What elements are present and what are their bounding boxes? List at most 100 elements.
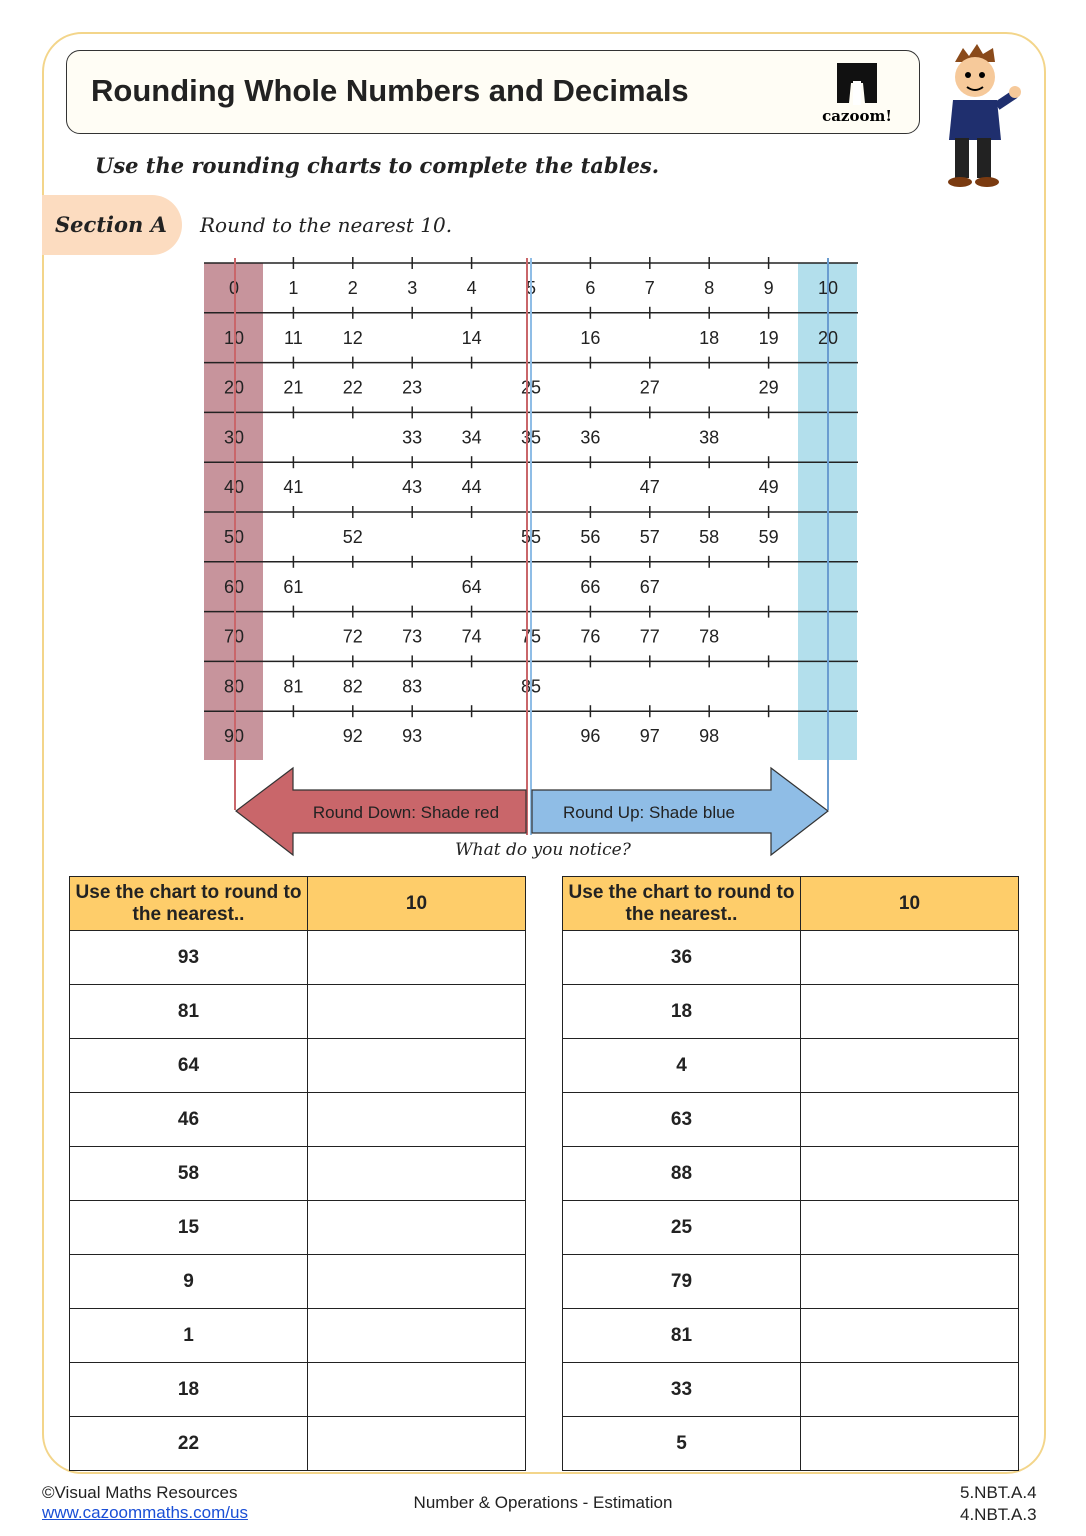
table-row: 18 (562, 984, 1019, 1039)
answer-cell[interactable] (307, 1416, 526, 1471)
answer-cell[interactable] (307, 1308, 526, 1363)
chart-number: 33 (402, 427, 422, 447)
chart-number: 36 (580, 427, 600, 447)
chart-number: 6 (585, 278, 595, 298)
standard-1: 5.NBT.A.4 (960, 1483, 1037, 1502)
number-cell: 79 (562, 1254, 801, 1309)
number-cell: 25 (562, 1200, 801, 1255)
number-cell: 1 (69, 1308, 308, 1363)
page-border (42, 32, 1046, 1474)
chart-number: 64 (462, 577, 482, 597)
table-row: 46 (69, 1092, 526, 1147)
chart-number: 78 (699, 627, 719, 647)
chart-number: 2 (348, 278, 358, 298)
table-row: 64 (69, 1038, 526, 1093)
page-title: Rounding Whole Numbers and Decimals (91, 73, 689, 108)
chart-number: 47 (640, 477, 660, 497)
chart-number: 76 (580, 627, 600, 647)
table-row: 79 (562, 1254, 1019, 1309)
answer-cell[interactable] (307, 984, 526, 1039)
header-label: Use the chart to round to the nearest.. (562, 876, 801, 931)
chart-number: 67 (640, 577, 660, 597)
chart-number: 12 (343, 328, 363, 348)
table-row: 58 (69, 1146, 526, 1201)
topic: Number & Operations - Estimation (413, 1493, 673, 1512)
chart-number: 82 (343, 676, 363, 696)
table-row: 63 (562, 1092, 1019, 1147)
chart-number: 27 (640, 378, 660, 398)
chart-number: 56 (580, 527, 600, 547)
chart-number: 14 (462, 328, 482, 348)
table-row: 22 (69, 1416, 526, 1471)
answer-cell[interactable] (800, 1308, 1019, 1363)
answer-cell[interactable] (307, 1038, 526, 1093)
website-link[interactable]: www.cazoommaths.com/us (42, 1503, 248, 1522)
notice-prompt: What do you notice? (455, 840, 631, 860)
table-row: 93 (69, 930, 526, 985)
answer-cell[interactable] (307, 930, 526, 985)
right-rounding-table: Use the chart to round to the nearest.. 1… (562, 876, 1019, 1471)
answer-cell[interactable] (800, 1362, 1019, 1417)
chart-number: 92 (343, 726, 363, 746)
number-cell: 46 (69, 1092, 308, 1147)
number-cell: 36 (562, 930, 801, 985)
chart-number: 58 (699, 527, 719, 547)
answer-cell[interactable] (307, 1254, 526, 1309)
answer-cell[interactable] (307, 1200, 526, 1255)
answer-cell[interactable] (800, 1200, 1019, 1255)
chart-number: 41 (283, 477, 303, 497)
number-cell: 64 (69, 1038, 308, 1093)
chart-number: 3 (407, 278, 417, 298)
header-value: 10 (800, 876, 1019, 931)
answer-cell[interactable] (307, 1362, 526, 1417)
answer-cell[interactable] (800, 1254, 1019, 1309)
chart-number: 19 (759, 328, 779, 348)
number-cell: 81 (562, 1308, 801, 1363)
number-cell: 18 (69, 1362, 308, 1417)
chart-number: 72 (343, 627, 363, 647)
chart-number: 73 (402, 627, 422, 647)
chart-number: 11 (284, 328, 303, 348)
chart-number: 98 (699, 726, 719, 746)
chart-number: 49 (759, 477, 779, 497)
chart-number: 52 (343, 527, 363, 547)
table-row: 18 (69, 1362, 526, 1417)
table-row: 33 (562, 1362, 1019, 1417)
chart-number: 93 (402, 726, 422, 746)
chart-number: 4 (467, 278, 477, 298)
chart-number: 34 (462, 427, 482, 447)
number-cell: 33 (562, 1362, 801, 1417)
answer-cell[interactable] (800, 1092, 1019, 1147)
rounding-chart: 0123456789101011121416181920202122232527… (204, 257, 858, 857)
chart-number: 16 (580, 328, 600, 348)
round-up-arrow (531, 766, 829, 857)
cartoon-boy-icon (935, 42, 1025, 197)
answer-cell[interactable] (800, 1146, 1019, 1201)
answer-cell[interactable] (800, 1038, 1019, 1093)
answer-cell[interactable] (800, 930, 1019, 985)
chart-number: 23 (402, 378, 422, 398)
chart-number: 21 (283, 378, 303, 398)
answer-cell[interactable] (307, 1146, 526, 1201)
answer-cell[interactable] (800, 984, 1019, 1039)
answer-cell[interactable] (800, 1416, 1019, 1471)
chart-number: 96 (580, 726, 600, 746)
answer-cell[interactable] (307, 1092, 526, 1147)
svg-text:cazoom!: cazoom! (822, 107, 892, 125)
number-cell: 81 (69, 984, 308, 1039)
number-cell: 4 (562, 1038, 801, 1093)
chart-number: 77 (640, 627, 660, 647)
standard-2: 4.NBT.A.3 (960, 1505, 1037, 1524)
number-cell: 18 (562, 984, 801, 1039)
number-cell: 93 (69, 930, 308, 985)
number-cell: 58 (69, 1146, 308, 1201)
chart-number: 29 (759, 378, 779, 398)
number-cell: 5 (562, 1416, 801, 1471)
chart-number: 9 (764, 278, 774, 298)
section-instruction: Round to the nearest 10. (200, 213, 453, 237)
chart-number: 66 (580, 577, 600, 597)
number-cell: 15 (69, 1200, 308, 1255)
table-row: 1 (69, 1308, 526, 1363)
chart-number: 43 (402, 477, 422, 497)
chart-number: 7 (645, 278, 655, 298)
